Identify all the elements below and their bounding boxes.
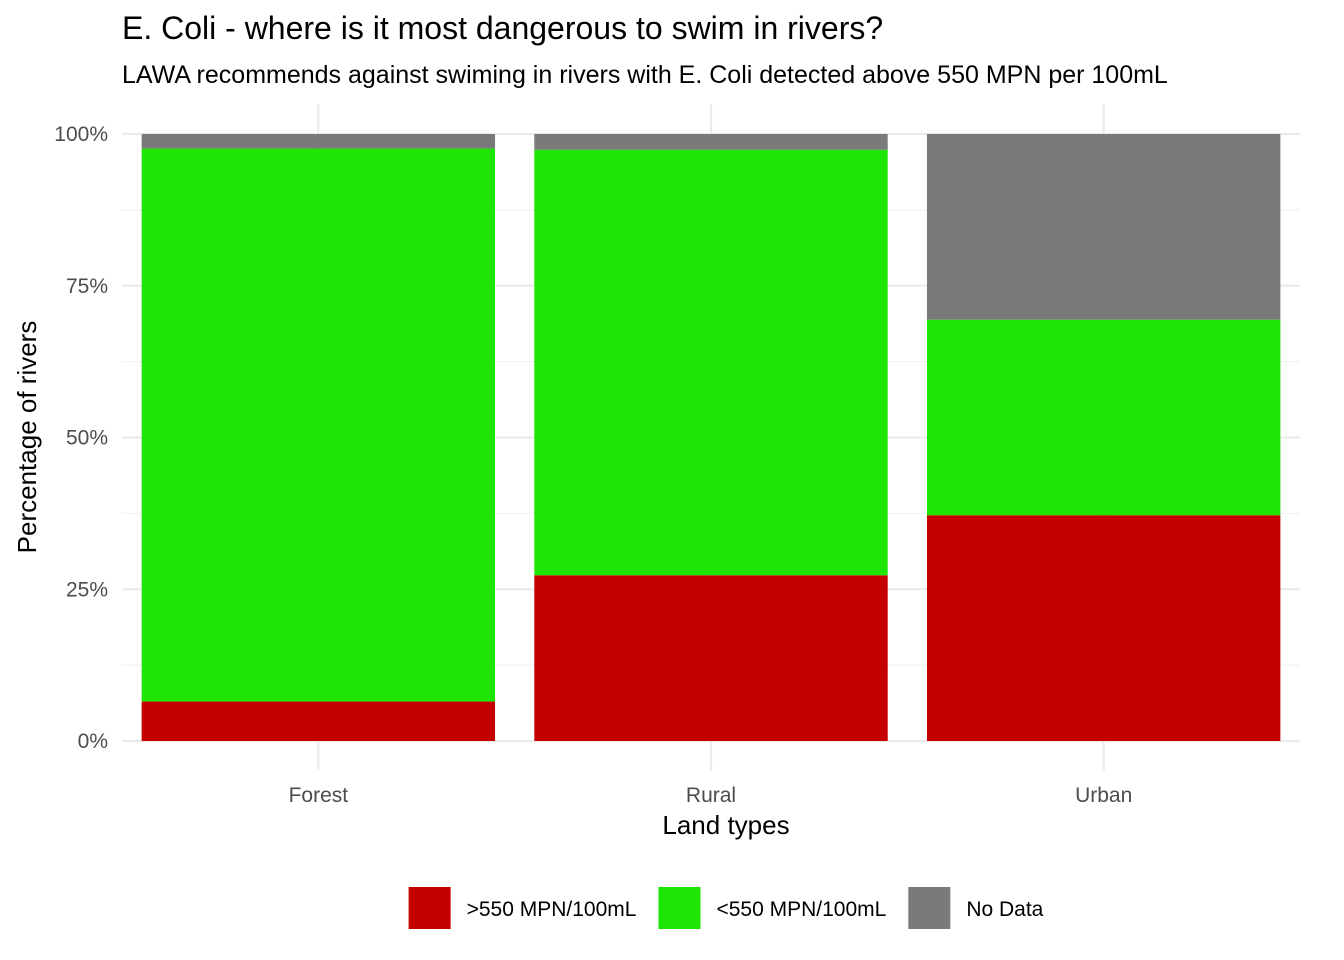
y-tick-label: 75% [66, 275, 108, 298]
legend-label-series-1: <550 MPN/100mL [716, 898, 886, 921]
bar-forest-series-1 [141, 148, 496, 702]
bar-forest-series-0 [141, 701, 496, 741]
chart-title: E. Coli - where is it most dangerous to … [122, 10, 883, 46]
y-tick-label: 25% [66, 578, 108, 601]
bar-urban-series-2 [926, 134, 1281, 320]
x-tick-label: Forest [289, 784, 349, 807]
legend-label-series-0: >550 MPN/100mL [467, 898, 637, 921]
y-tick-label: 0% [78, 730, 108, 753]
chart-subtitle: LAWA recommends against swiming in river… [122, 61, 1168, 89]
legend-key-series-0 [408, 887, 451, 929]
bar-urban-series-0 [926, 515, 1281, 741]
x-tick-label: Rural [686, 784, 736, 807]
legend-key-series-1 [658, 887, 701, 929]
bar-urban-series-1 [926, 319, 1281, 516]
bars [141, 134, 1281, 741]
legend-key-series-2 [908, 887, 951, 929]
legend: >550 MPN/100mL <550 MPN/100mL No Data [408, 887, 1044, 929]
y-axis-ticks: 0% 25% 50% 75% 100% [54, 123, 108, 753]
bar-rural-series-2 [534, 134, 888, 150]
y-axis-title: Percentage of rivers [12, 321, 42, 554]
legend-label-series-2: No Data [966, 898, 1043, 921]
x-axis-title: Land types [662, 810, 789, 840]
y-tick-label: 50% [66, 427, 108, 450]
bar-rural-series-0 [534, 575, 888, 741]
x-axis-ticks: Forest Rural Urban [289, 784, 1133, 807]
y-tick-label: 100% [54, 123, 108, 146]
x-tick-label: Urban [1075, 784, 1132, 807]
bar-rural-series-1 [534, 149, 888, 576]
bar-forest-series-2 [141, 134, 496, 149]
